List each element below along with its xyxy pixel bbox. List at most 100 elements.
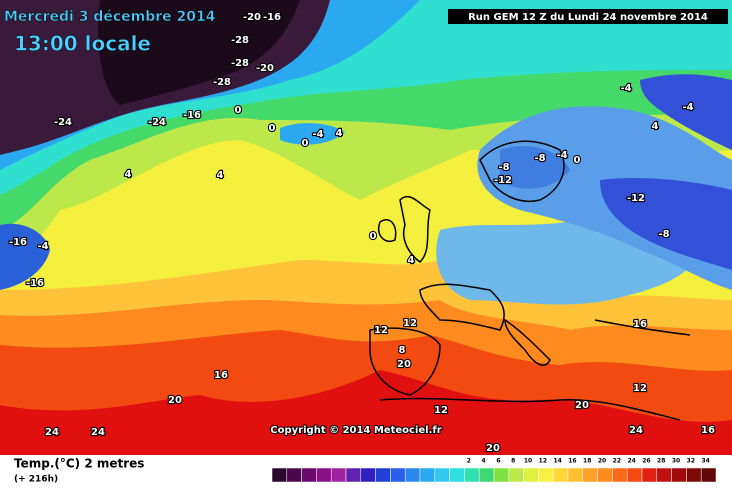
contour-label: 16 <box>214 370 228 381</box>
legend-swatch <box>567 467 584 483</box>
contour-label: 24 <box>45 427 59 438</box>
contour-label: 0 <box>235 105 242 116</box>
contour-label: 4 <box>125 169 132 180</box>
copyright: Copyright © 2014 Meteociel.fr <box>270 425 441 436</box>
legend-swatch <box>330 467 347 483</box>
legend-swatch <box>449 467 465 483</box>
contour-label: 0 <box>302 138 309 149</box>
contour-label: -8 <box>498 162 509 173</box>
contour-label: 4 <box>217 170 224 181</box>
legend-swatch <box>686 467 702 483</box>
coastlines <box>369 140 691 421</box>
contour-label: 12 <box>633 383 647 394</box>
legend-swatch <box>523 467 539 483</box>
legend-swatch <box>582 467 598 483</box>
legend-swatch <box>552 467 569 483</box>
contour-label: 0 <box>574 155 581 166</box>
legend-tick-label: 10 <box>524 458 532 465</box>
contour-label: 12 <box>434 405 448 416</box>
contour-label: 16 <box>633 319 647 330</box>
run-info: Run GEM 12 Z du Lundi 24 novembre 2014 <box>468 12 708 23</box>
contour-label: 4 <box>408 255 415 266</box>
contour-label: -16 <box>9 237 27 248</box>
legend-swatch <box>612 467 628 483</box>
legend-swatch <box>538 467 554 483</box>
legend-swatch <box>404 467 421 483</box>
legend-tick-label: 8 <box>511 458 515 465</box>
legend-swatch <box>375 467 391 483</box>
legend-tick-label: 24 <box>627 458 635 465</box>
contour-label: 0 <box>370 231 377 242</box>
contour-label: -4 <box>620 83 631 94</box>
contour-label: 24 <box>629 425 643 436</box>
contour-label: -16 <box>183 110 201 121</box>
variable-name: Temp.(°C) 2 metres <box>14 457 144 471</box>
contour-label: -4 <box>312 129 323 140</box>
contour-label: 24 <box>91 427 105 438</box>
map-date: Mercredi 3 décembre 2014 <box>4 9 216 25</box>
legend-swatch <box>656 467 672 483</box>
contour-label: -4 <box>37 241 48 252</box>
legend-tick-label: 22 <box>613 458 621 465</box>
legend-swatch <box>597 467 613 483</box>
contour-label: -28 <box>231 35 249 46</box>
lead-time: (+ 216h) <box>14 475 58 485</box>
legend-tick-label: 28 <box>657 458 665 465</box>
contour-label: -16 <box>263 12 281 23</box>
legend-tick-label: 6 <box>496 458 500 465</box>
legend-tick-label: 4 <box>482 458 486 465</box>
contour-label: 12 <box>403 318 417 329</box>
contour-label: 16 <box>701 425 715 436</box>
contour-label: 4 <box>336 128 343 139</box>
legend-tick-label: 2 <box>467 458 471 465</box>
contour-label: 20 <box>575 400 589 411</box>
legend-swatch <box>478 467 495 483</box>
contour-label: 20 <box>168 395 182 406</box>
contour-label: -12 <box>627 193 645 204</box>
legend-swatch <box>493 467 510 483</box>
contour-label: 20 <box>397 359 411 370</box>
legend-swatch <box>419 467 436 483</box>
contour-label: -28 <box>231 58 249 69</box>
contour-label: -12 <box>494 175 512 186</box>
legend-tick-label: 26 <box>642 458 650 465</box>
legend-swatch <box>641 467 658 483</box>
legend-swatch <box>671 467 687 483</box>
map-time: 13:00 locale <box>14 32 151 56</box>
legend-tick-label: 20 <box>598 458 606 465</box>
contour-label: -28 <box>213 77 231 88</box>
contour-label: -20 <box>243 12 261 23</box>
contour-label: -16 <box>26 278 44 289</box>
legend-swatch <box>390 467 406 483</box>
contour-label: 12 <box>374 325 388 336</box>
legend-swatch <box>464 467 480 483</box>
map-background <box>0 0 732 455</box>
contour-label: -24 <box>54 117 72 128</box>
contour-label: 20 <box>486 443 500 454</box>
contour-label: 8 <box>399 345 406 356</box>
contour-label: 0 <box>269 123 276 134</box>
contour-label: -8 <box>534 153 545 164</box>
legend-tick-label: 32 <box>687 458 695 465</box>
legend-tick-label: 34 <box>701 458 709 465</box>
legend-swatch <box>700 467 717 483</box>
legend-swatch <box>316 467 332 483</box>
legend-swatch <box>301 467 317 483</box>
legend-swatch <box>360 467 376 483</box>
contour-label: -4 <box>556 150 567 161</box>
run-box <box>448 9 728 24</box>
legend-swatch <box>508 467 524 483</box>
contour-label: -4 <box>682 102 693 113</box>
contour-label: 4 <box>652 121 659 132</box>
legend-swatch <box>626 467 643 483</box>
legend-swatch <box>271 467 288 483</box>
legend-swatch <box>345 467 362 483</box>
contour-label: -24 <box>148 117 166 128</box>
legend-swatch <box>434 467 450 483</box>
legend-tick-label: 30 <box>672 458 680 465</box>
legend-tick-label: 12 <box>539 458 547 465</box>
contour-label: -8 <box>658 229 669 240</box>
legend-swatch <box>286 467 302 483</box>
